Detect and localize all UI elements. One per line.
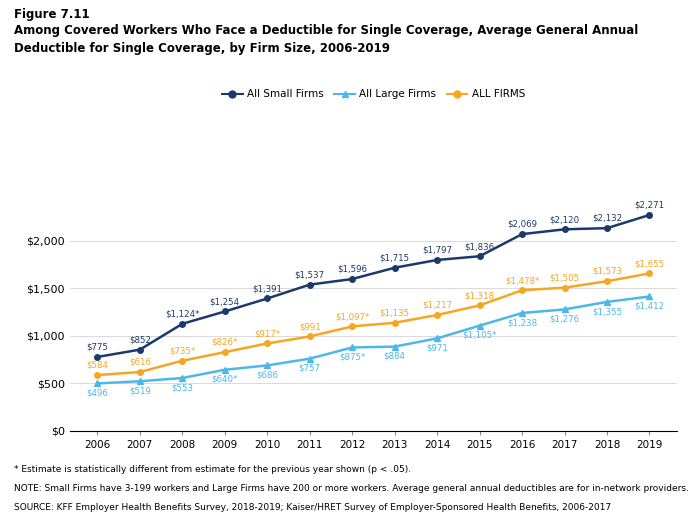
Text: $775: $775 <box>87 343 108 352</box>
Text: $553: $553 <box>171 383 193 392</box>
Text: $1,217: $1,217 <box>422 301 452 310</box>
Text: $1,655: $1,655 <box>634 259 664 268</box>
Text: $1,124*: $1,124* <box>165 310 200 319</box>
Text: $584: $584 <box>87 361 108 370</box>
Text: $1,836: $1,836 <box>465 242 495 251</box>
Text: $826*: $826* <box>211 338 238 347</box>
Text: $1,412: $1,412 <box>634 302 664 311</box>
Text: $2,132: $2,132 <box>592 214 622 223</box>
Text: $1,105*: $1,105* <box>462 331 497 340</box>
Text: $1,097*: $1,097* <box>335 312 369 321</box>
Text: $1,573: $1,573 <box>592 267 622 276</box>
Text: $884: $884 <box>384 352 406 361</box>
Text: $1,797: $1,797 <box>422 246 452 255</box>
Text: $1,505: $1,505 <box>549 274 579 282</box>
Text: * Estimate is statistically different from estimate for the previous year shown : * Estimate is statistically different fr… <box>14 465 411 474</box>
Text: $757: $757 <box>299 364 321 373</box>
Text: $519: $519 <box>129 386 151 395</box>
Text: $2,120: $2,120 <box>549 215 579 224</box>
Text: $1,355: $1,355 <box>592 307 622 316</box>
Text: $1,276: $1,276 <box>549 314 579 323</box>
Text: $2,069: $2,069 <box>507 220 537 229</box>
Text: $1,391: $1,391 <box>252 284 282 293</box>
Text: $2,271: $2,271 <box>634 201 664 210</box>
Text: $686: $686 <box>256 371 279 380</box>
Text: NOTE: Small Firms have 3-199 workers and Large Firms have 200 or more workers. A: NOTE: Small Firms have 3-199 workers and… <box>14 484 689 493</box>
Text: $1,135: $1,135 <box>380 309 410 318</box>
Text: $496: $496 <box>87 388 108 397</box>
Text: $991: $991 <box>299 322 320 331</box>
Text: $1,254: $1,254 <box>209 297 240 306</box>
Text: $735*: $735* <box>169 346 195 355</box>
Text: $1,596: $1,596 <box>337 265 367 274</box>
Text: Deductible for Single Coverage, by Firm Size, 2006-2019: Deductible for Single Coverage, by Firm … <box>14 42 390 55</box>
Text: $1,715: $1,715 <box>380 254 410 262</box>
Text: SOURCE: KFF Employer Health Benefits Survey, 2018-2019; Kaiser/HRET Survey of Em: SOURCE: KFF Employer Health Benefits Sur… <box>14 503 611 512</box>
Text: $1,318: $1,318 <box>465 291 495 300</box>
Text: $640*: $640* <box>211 375 238 384</box>
Text: Among Covered Workers Who Face a Deductible for Single Coverage, Average General: Among Covered Workers Who Face a Deducti… <box>14 24 638 37</box>
Text: $616: $616 <box>129 358 151 367</box>
Legend: All Small Firms, All Large Firms, ALL FIRMS: All Small Firms, All Large Firms, ALL FI… <box>218 86 529 103</box>
Text: $1,537: $1,537 <box>295 270 325 279</box>
Text: $971: $971 <box>426 343 448 353</box>
Text: $1,238: $1,238 <box>507 318 537 327</box>
Text: $1,478*: $1,478* <box>505 276 540 285</box>
Text: $875*: $875* <box>339 353 365 362</box>
Text: $917*: $917* <box>254 329 281 338</box>
Text: $852: $852 <box>129 335 151 344</box>
Text: Figure 7.11: Figure 7.11 <box>14 8 89 21</box>
